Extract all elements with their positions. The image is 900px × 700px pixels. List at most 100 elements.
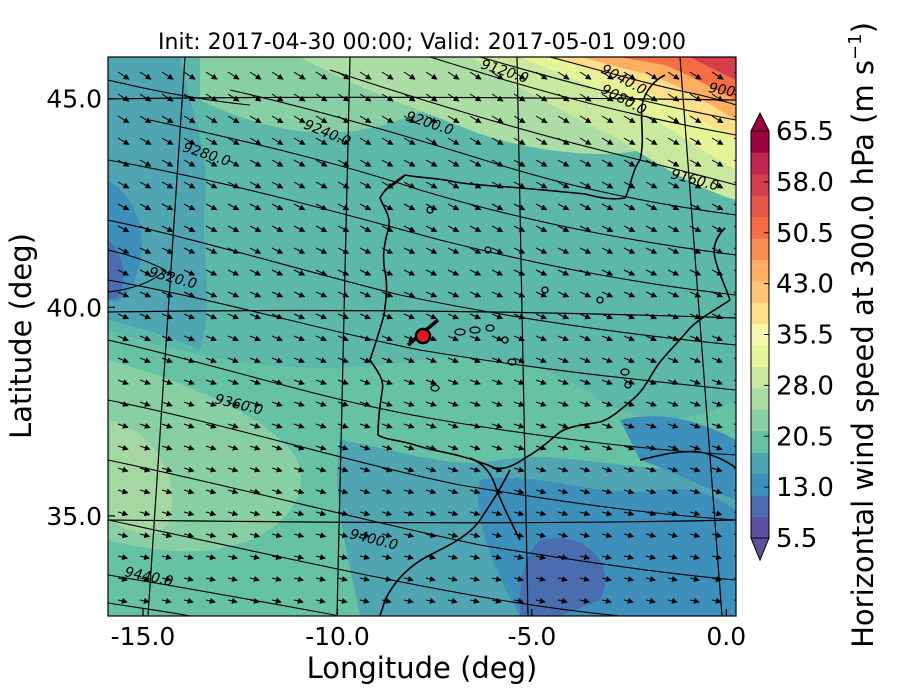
- colorbar-segment: [751, 452, 769, 475]
- wind-arrow: [425, 488, 437, 495]
- colorbar-tick-label: 35.5: [776, 321, 834, 351]
- wind-arrow: [117, 269, 130, 276]
- wind-arrow: [447, 269, 460, 276]
- wind-arrow: [403, 444, 415, 451]
- wind-arrow: [711, 93, 724, 102]
- wind-arrow: [579, 532, 591, 539]
- wind-arrow: [469, 137, 482, 145]
- wind-arrow: [249, 159, 262, 167]
- wind-arrow: [645, 379, 657, 385]
- wind-arrow: [315, 379, 327, 385]
- wind-arrow: [161, 379, 173, 385]
- wind-arrow: [491, 247, 504, 254]
- wind-arrow: [491, 444, 503, 451]
- wind-arrow: [557, 247, 570, 254]
- wind-arrow: [117, 137, 130, 145]
- wind-arrow: [469, 576, 480, 582]
- wind-arrow: [161, 466, 173, 473]
- x-tick-label: 0.0: [706, 622, 746, 651]
- wind-arrow: [117, 510, 129, 517]
- wind-arrow: [381, 225, 394, 232]
- wind-arrow: [249, 203, 262, 211]
- wind-arrow: [601, 466, 613, 473]
- colorbar-tick-label: 43.0: [776, 270, 834, 300]
- wind-arrow: [513, 466, 525, 473]
- wind-arrow: [139, 335, 152, 342]
- x-axis-label: Longitude (deg): [307, 651, 538, 685]
- wind-arrow: [183, 159, 196, 167]
- wind-arrow: [315, 532, 327, 539]
- wind-arrow: [623, 137, 636, 145]
- wind-arrow: [667, 159, 680, 167]
- wind-arrow: [293, 444, 305, 451]
- wind-arrow: [381, 466, 393, 473]
- wind-arrow: [271, 291, 284, 298]
- wind-arrow: [579, 510, 591, 517]
- wind-arrow: [667, 576, 678, 582]
- wind-arrow: [557, 225, 570, 232]
- wind-arrow: [491, 159, 504, 167]
- wind-arrow: [425, 576, 436, 582]
- site-marker: [406, 318, 440, 347]
- wind-arrow: [711, 159, 724, 167]
- wind-arrow: [161, 510, 173, 517]
- wind-arrow: [117, 313, 130, 320]
- wind-arrow: [491, 203, 504, 211]
- wind-arrow: [623, 291, 636, 298]
- wind-arrow: [359, 444, 371, 451]
- wind-arrow: [689, 357, 701, 363]
- wind-arrow: [205, 554, 217, 560]
- wind-arrow: [469, 422, 481, 429]
- wind-arrow: [359, 181, 372, 189]
- wind-arrow: [513, 444, 525, 451]
- wind-arrow: [205, 510, 217, 517]
- wind-arrow: [315, 597, 326, 604]
- wind-arrow: [293, 181, 306, 189]
- wind-arrow: [579, 357, 591, 363]
- wind-arrow: [315, 181, 328, 189]
- wind-arrow: [161, 576, 172, 582]
- wind-arrow: [403, 93, 416, 102]
- colorbar-segment: [751, 366, 769, 389]
- wind-arrow: [447, 313, 460, 320]
- wind-arrow: [535, 554, 547, 560]
- wind-arrow: [359, 532, 371, 539]
- wind-arrow: [403, 269, 416, 276]
- wind-arrow: [689, 159, 702, 167]
- wind-arrow: [579, 137, 592, 145]
- wind-arrow: [535, 379, 547, 385]
- wind-arrow: [249, 269, 262, 276]
- wind-arrow: [447, 71, 460, 80]
- wind-arrow: [271, 576, 282, 582]
- wind-arrow: [469, 466, 481, 473]
- y-tick-label: 40.0: [46, 293, 102, 322]
- wind-arrow: [205, 401, 217, 407]
- wind-arrow: [139, 115, 152, 124]
- wind-arrow: [337, 203, 350, 211]
- wind-arrow: [645, 269, 658, 276]
- wind-arrow: [579, 313, 592, 320]
- wind-arrow: [667, 379, 679, 385]
- wind-arrow: [447, 357, 459, 363]
- wind-arrow: [359, 554, 371, 560]
- wind-arrow: [469, 597, 480, 604]
- wind-arrow: [117, 203, 130, 211]
- wind-arrow: [491, 335, 504, 342]
- wind-arrow: [579, 269, 592, 276]
- wind-arrow: [139, 159, 152, 167]
- wind-arrow: [425, 597, 436, 604]
- wind-arrow: [205, 357, 217, 363]
- colorbar-extend-max: [750, 111, 770, 132]
- wind-arrow: [623, 313, 636, 320]
- wind-arrow: [535, 597, 546, 604]
- wind-arrow: [227, 93, 240, 102]
- wind-arrow: [337, 444, 349, 451]
- wind-arrow: [337, 576, 348, 582]
- wind-arrow: [579, 335, 592, 342]
- wind-arrow: [513, 422, 525, 429]
- wind-arrow: [227, 488, 239, 495]
- wind-arrow: [689, 335, 702, 342]
- wind-arrow: [601, 576, 612, 582]
- wind-arrow: [381, 313, 394, 320]
